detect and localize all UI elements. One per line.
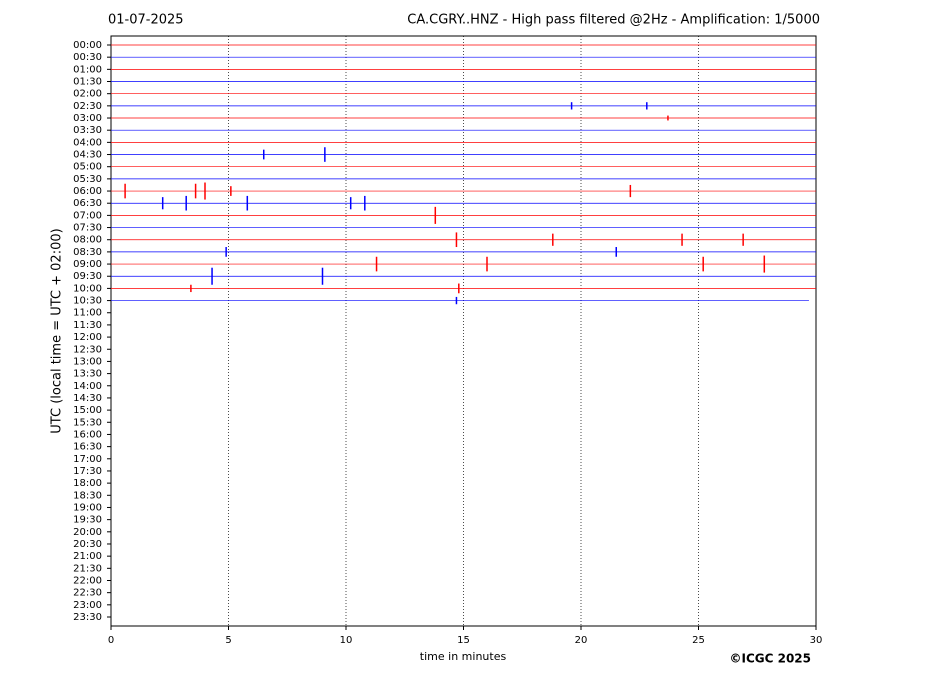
- y-tick-label: 21:00: [73, 551, 102, 562]
- y-tick-label: 09:00: [73, 259, 102, 270]
- y-tick-label: 01:00: [73, 64, 102, 75]
- y-tick-label: 12:00: [73, 332, 102, 343]
- y-tick-label: 09:30: [73, 271, 102, 282]
- y-tick-label: 13:00: [73, 356, 102, 367]
- y-tick-label: 18:30: [73, 490, 102, 501]
- x-tick-label: 20: [575, 635, 588, 646]
- y-tick-label: 15:30: [73, 417, 102, 428]
- y-tick-label: 07:00: [73, 210, 102, 221]
- y-tick-label: 21:30: [73, 563, 102, 574]
- x-tick-label: 0: [108, 635, 114, 646]
- y-tick-label: 17:30: [73, 466, 102, 477]
- y-tick-label: 10:30: [73, 296, 102, 307]
- y-tick-label: 11:30: [73, 320, 102, 331]
- x-tick-label: 30: [810, 635, 823, 646]
- y-tick-label: 23:00: [73, 600, 102, 611]
- y-tick-label: 08:00: [73, 235, 102, 246]
- y-tick-label: 16:30: [73, 442, 102, 453]
- y-tick-label: 19:30: [73, 515, 102, 526]
- x-tick-label: 5: [225, 635, 231, 646]
- y-tick-label: 22:00: [73, 575, 102, 586]
- y-tick-label: 11:00: [73, 308, 102, 319]
- y-tick-label: 00:30: [73, 52, 102, 63]
- y-tick-label: 13:30: [73, 369, 102, 380]
- y-tick-label: 03:00: [73, 113, 102, 124]
- chart-title: CA.CGRY..HNZ - High pass filtered @2Hz -…: [407, 13, 820, 28]
- y-tick-label: 05:00: [73, 162, 102, 173]
- y-tick-label: 14:30: [73, 393, 102, 404]
- y-tick-label: 23:30: [73, 612, 102, 623]
- x-tick-label: 15: [457, 635, 470, 646]
- y-tick-label: 22:30: [73, 588, 102, 599]
- y-tick-label: 04:30: [73, 150, 102, 161]
- y-tick-label: 10:00: [73, 283, 102, 294]
- y-tick-label: 16:00: [73, 429, 102, 440]
- date-title: 01-07-2025: [108, 13, 184, 28]
- y-tick-label: 04:00: [73, 137, 102, 148]
- y-axis-label: UTC (local time = UTC + 02:00): [50, 228, 65, 433]
- x-axis-label: time in minutes: [420, 650, 507, 663]
- y-tick-label: 15:00: [73, 405, 102, 416]
- y-tick-label: 18:00: [73, 478, 102, 489]
- y-tick-label: 08:30: [73, 247, 102, 258]
- x-tick-label: 10: [340, 635, 353, 646]
- y-tick-label: 17:00: [73, 454, 102, 465]
- y-tick-label: 03:30: [73, 125, 102, 136]
- credit: ©ICGC 2025: [729, 652, 811, 666]
- y-tick-label: 14:00: [73, 381, 102, 392]
- y-tick-label: 06:30: [73, 198, 102, 209]
- y-tick-label: 07:30: [73, 223, 102, 234]
- y-tick-label: 02:00: [73, 89, 102, 100]
- y-tick-label: 05:30: [73, 174, 102, 185]
- y-tick-label: 19:00: [73, 502, 102, 513]
- y-tick-label: 20:30: [73, 539, 102, 550]
- y-tick-label: 20:00: [73, 527, 102, 538]
- x-tick-label: 25: [692, 635, 705, 646]
- y-tick-label: 01:30: [73, 77, 102, 88]
- y-tick-label: 06:00: [73, 186, 102, 197]
- y-tick-label: 12:30: [73, 344, 102, 355]
- y-tick-label: 00:00: [73, 40, 102, 51]
- y-tick-label: 02:30: [73, 101, 102, 112]
